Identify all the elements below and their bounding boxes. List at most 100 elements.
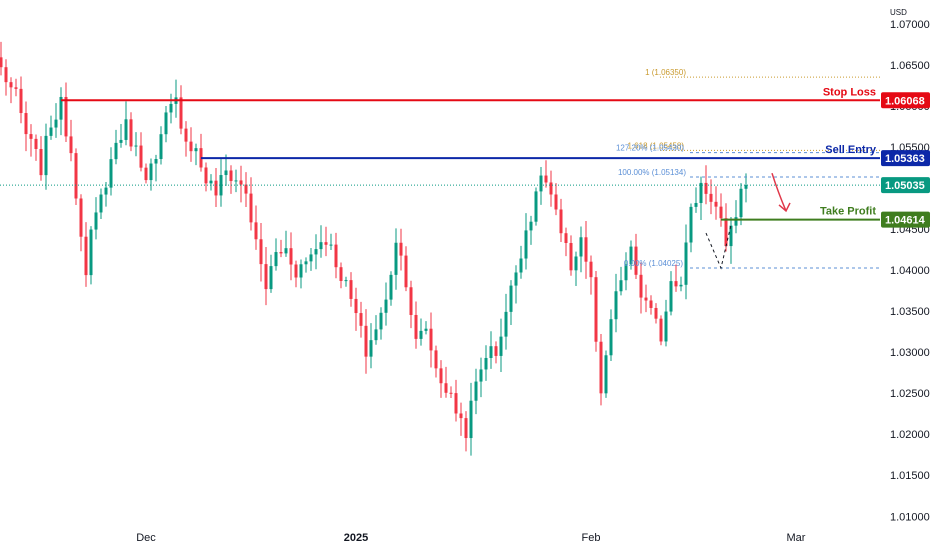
badge-current-price-text: 1.05035 <box>885 180 925 192</box>
candlestick-series <box>0 41 748 456</box>
candle-body <box>479 369 483 382</box>
candle-body <box>589 261 593 278</box>
candle-body <box>559 209 563 234</box>
candle-body <box>354 298 358 314</box>
candle-body <box>284 248 288 254</box>
candle-body <box>494 346 498 356</box>
candle-body <box>379 312 383 330</box>
candle-body <box>459 413 463 419</box>
candle-body <box>9 82 13 88</box>
swing-marker <box>705 224 732 270</box>
candle-body <box>399 242 403 256</box>
candle-body <box>514 272 518 286</box>
candle-body <box>444 383 448 393</box>
candle-body <box>644 297 648 301</box>
candle-body <box>424 328 428 331</box>
badge-stop-loss-text: 1.06068 <box>885 95 925 107</box>
candle-body <box>639 274 643 298</box>
candle-body <box>144 167 148 181</box>
candle-body <box>659 318 663 342</box>
candle-body <box>699 182 703 203</box>
candle-body <box>669 281 673 312</box>
candle-body <box>204 167 208 184</box>
candle-body <box>499 336 503 356</box>
candle-body <box>279 252 283 254</box>
candle-body <box>624 264 628 281</box>
candle-body <box>439 368 443 384</box>
candle-body <box>524 230 528 259</box>
candle-body <box>29 134 33 139</box>
candle-body <box>414 314 418 339</box>
price-tick-label: 1.03000 <box>890 347 930 359</box>
candle-body <box>359 313 363 326</box>
candle-body <box>154 159 158 164</box>
candle-body <box>94 212 98 230</box>
candle-body <box>59 96 63 120</box>
candle-body <box>409 287 413 315</box>
candle-body <box>244 184 248 194</box>
time-tick-label: Dec <box>136 532 156 544</box>
price-tick-label: 1.01000 <box>890 511 930 523</box>
candle-body <box>49 127 53 136</box>
candle-body <box>579 237 583 257</box>
candle-body <box>119 139 123 143</box>
candle-body <box>429 328 433 351</box>
candle-body <box>594 277 598 342</box>
candle-body <box>529 221 533 231</box>
candle-body <box>294 264 298 278</box>
level-annotation: Stop Loss <box>823 86 876 98</box>
candle-body <box>474 381 478 401</box>
price-axis[interactable]: USD 1.070001.065001.060001.055001.050001… <box>890 8 930 523</box>
candle-body <box>19 88 23 114</box>
price-tick-label: 1.01500 <box>890 470 930 482</box>
candle-body <box>374 329 378 341</box>
candle-body <box>159 134 163 160</box>
candle-body <box>684 242 688 285</box>
candle-body <box>134 145 138 147</box>
candle-body <box>184 128 188 142</box>
candle-body <box>149 163 153 181</box>
candle-body <box>729 225 733 247</box>
candle-body <box>234 180 238 182</box>
candle-body <box>449 392 453 394</box>
candle-body <box>314 249 318 255</box>
candle-body <box>44 135 48 176</box>
candle-body <box>674 281 678 287</box>
badge-stop-loss <box>881 92 930 109</box>
candle-body <box>404 255 408 288</box>
candle-body <box>554 194 558 210</box>
candle-body <box>114 142 118 160</box>
candle-body <box>539 175 543 192</box>
candle-body <box>724 218 728 247</box>
candle-body <box>619 280 623 292</box>
candle-body <box>209 180 213 184</box>
fib-level-label: 0.00% (1.04025) <box>624 259 683 268</box>
price-tick-label: 1.07000 <box>890 19 930 31</box>
candle-body <box>129 119 133 147</box>
currency-label: USD <box>890 8 907 17</box>
level-annotation: Sell Entry <box>825 144 877 156</box>
candle-body <box>389 274 393 300</box>
candle-body <box>189 141 193 152</box>
candle-body <box>164 112 168 135</box>
candle-body <box>649 300 653 308</box>
badge-take-profit-text: 1.04614 <box>885 215 926 227</box>
candle-body <box>349 280 353 299</box>
candle-body <box>469 400 473 439</box>
candle-body <box>654 307 658 319</box>
candle-body <box>124 119 128 140</box>
candle-body <box>24 113 28 135</box>
candle-body <box>329 244 333 246</box>
fib-level-label: 1.618 (1.05458) <box>628 141 685 150</box>
badge-sell-entry-text: 1.05363 <box>885 153 925 165</box>
candle-body <box>69 136 73 154</box>
candle-body <box>704 182 708 194</box>
candle-body <box>254 222 258 240</box>
candle-body <box>394 242 398 275</box>
time-tick-label: 2025 <box>344 532 368 544</box>
fib-level-label: 1 (1.06350) <box>645 68 686 77</box>
candle-body <box>664 311 668 342</box>
time-axis[interactable]: Dec 2025 Feb Mar <box>136 532 806 544</box>
price-badges: 1.06068 1.05363 1.04614 1.05035 <box>881 92 930 228</box>
